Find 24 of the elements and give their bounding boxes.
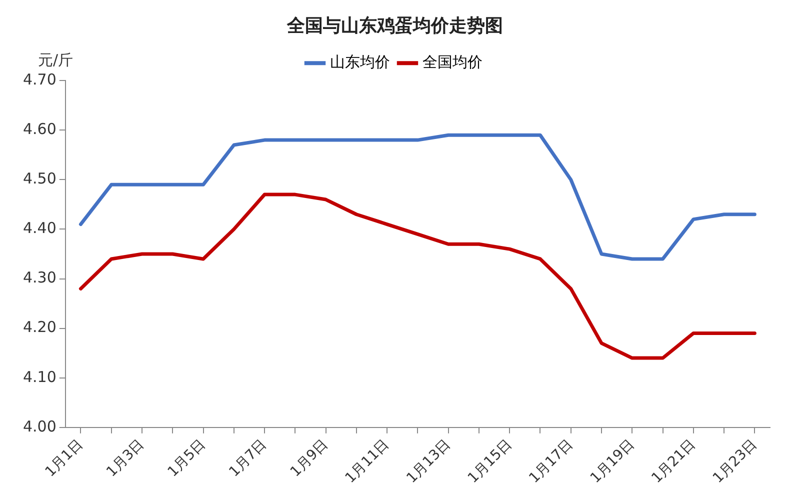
chart-title: 全国与山东鸡蛋均价走势图 <box>286 15 503 36</box>
x-tick-label: 1月23日 <box>710 436 760 486</box>
legend-label: 山东均价 <box>330 52 390 71</box>
x-tick-label: 1月19日 <box>588 436 638 486</box>
x-tick-label: 1月5日 <box>164 436 209 480</box>
y-tick-label: 4.30 <box>22 268 56 287</box>
x-tick-label: 1月15日 <box>464 436 516 486</box>
y-tick-label: 4.70 <box>22 70 56 88</box>
y-tick-label: 4.20 <box>22 318 56 336</box>
y-tick-label: 4.00 <box>22 417 56 436</box>
x-tick-label: 1月3日 <box>104 436 148 480</box>
y-tick-label: 4.10 <box>22 368 56 386</box>
x-tick-label: 1月9日 <box>287 436 332 480</box>
x-tick-label: 1月1日 <box>42 436 86 480</box>
x-tick-label: 1月11日 <box>342 436 392 486</box>
x-tick-label: 1月7日 <box>226 436 270 480</box>
y-tick-label: 4.50 <box>22 170 56 188</box>
x-tick-label: 1月13日 <box>404 436 454 486</box>
y-axis-title: 元/斤 <box>38 50 74 69</box>
y-tick-label: 4.60 <box>22 120 56 138</box>
x-tick-label: 1月17日 <box>526 436 576 486</box>
x-tick-label: 1月21日 <box>648 436 699 486</box>
legend-label: 全国均价 <box>422 52 482 71</box>
y-tick-label: 4.40 <box>22 219 56 238</box>
